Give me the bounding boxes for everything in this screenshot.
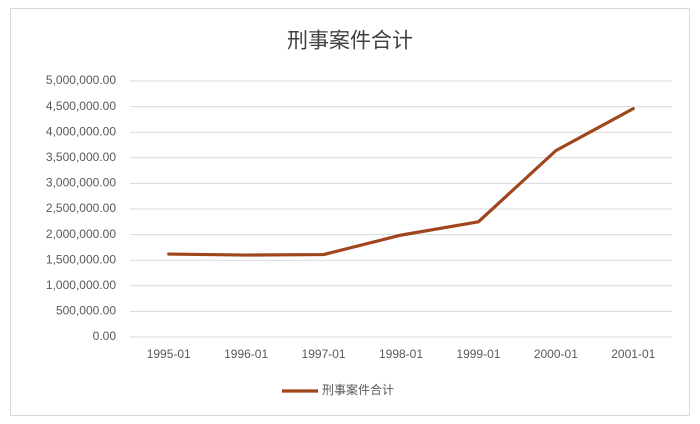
x-tick-label: 1998-01 <box>379 347 423 361</box>
y-tick-label: 2,000,000.00 <box>46 227 116 241</box>
x-tick-label: 2001-01 <box>611 347 655 361</box>
y-tick-label: 3,000,000.00 <box>46 176 116 190</box>
x-tick-label: 1995-01 <box>147 347 191 361</box>
y-tick-label: 2,500,000.00 <box>46 201 116 215</box>
legend-label: 刑事案件合计 <box>322 382 394 397</box>
data-line <box>167 107 635 257</box>
x-tick-label: 1999-01 <box>456 347 500 361</box>
y-tick-label: 4,500,000.00 <box>46 99 116 113</box>
chart-frame <box>10 8 690 416</box>
y-tick-label: 4,000,000.00 <box>46 124 116 138</box>
x-tick-label: 2000-01 <box>534 347 578 361</box>
x-tick-label: 1997-01 <box>302 347 346 361</box>
y-tick-label: 5,000,000.00 <box>46 73 116 87</box>
x-tick-label: 1996-01 <box>224 347 268 361</box>
y-tick-label: 1,500,000.00 <box>46 252 116 266</box>
y-tick-label: 3,500,000.00 <box>46 150 116 164</box>
chart-title: 刑事案件合计 <box>287 30 413 53</box>
y-tick-label: 500,000.00 <box>56 304 116 318</box>
y-tick-label: 0.00 <box>93 329 117 343</box>
y-tick-label: 1,000,000.00 <box>46 278 116 292</box>
